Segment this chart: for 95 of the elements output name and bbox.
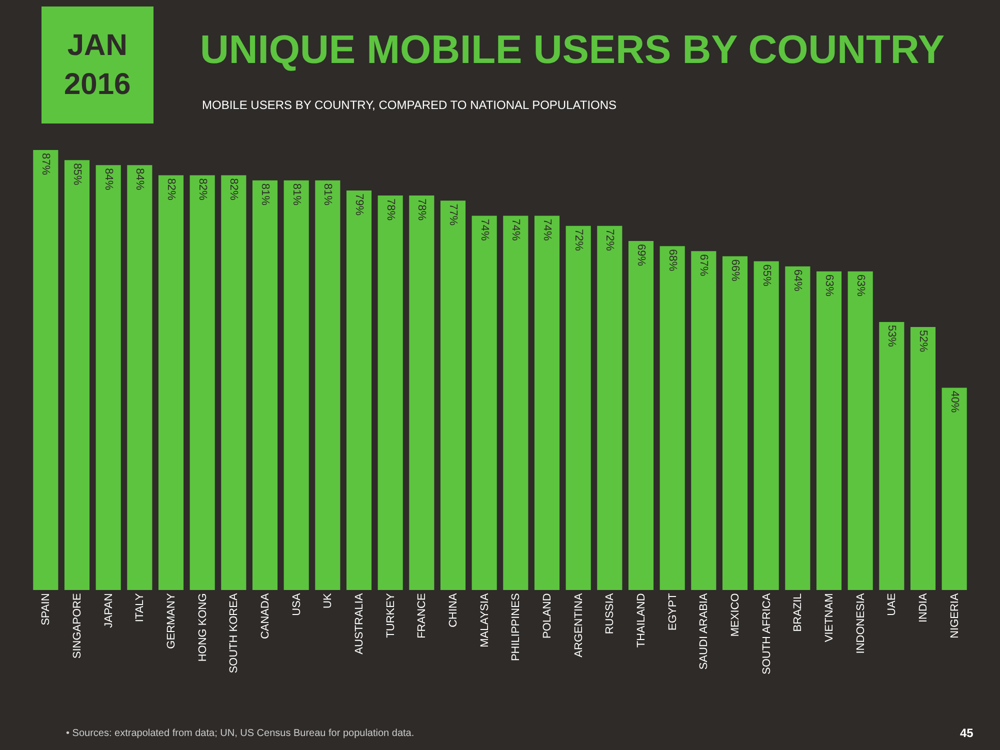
bar xyxy=(221,175,246,590)
bar xyxy=(597,226,622,590)
x-tick-label: GERMANY xyxy=(166,592,178,649)
data-label: 74% xyxy=(541,218,553,241)
bar xyxy=(503,216,528,590)
x-tick-label: BRAZIL xyxy=(792,593,804,632)
x-tick-label: CHINA xyxy=(448,592,460,628)
data-label: 72% xyxy=(572,228,584,252)
chart-subtitle: MOBILE USERS BY COUNTRY, COMPARED TO NATIONAL POPULATIONS xyxy=(202,98,617,112)
bar xyxy=(127,165,152,590)
x-tick-label: MEXICO xyxy=(730,592,742,637)
x-tick-label: SAUDI ARABIA xyxy=(698,592,710,670)
text: 45 xyxy=(960,726,974,740)
x-tick-label: JAPAN xyxy=(102,593,115,628)
bar xyxy=(440,200,466,590)
data-label: 65% xyxy=(760,264,772,286)
x-tick-label: SOUTH KOREA xyxy=(228,592,240,674)
bar xyxy=(628,241,654,590)
x-tick-label: AUSTRALIA xyxy=(354,592,366,654)
x-tick-label: HONG KONG xyxy=(196,593,209,662)
bar xyxy=(346,190,372,590)
bar xyxy=(190,175,215,590)
data-label: 81% xyxy=(290,183,302,206)
bar xyxy=(409,196,434,590)
data-label: 67% xyxy=(698,254,710,276)
x-tick-label: USA xyxy=(290,592,303,616)
x-tick-label: NIGERIA xyxy=(948,592,961,638)
text: JAN 2016 xyxy=(64,29,131,101)
data-label: 82% xyxy=(228,178,240,201)
bar xyxy=(691,251,716,590)
bar xyxy=(252,180,278,590)
bar xyxy=(566,226,591,590)
x-tick-label: POLAND xyxy=(542,593,554,638)
x-tick-label: EGYPT xyxy=(666,592,679,630)
x-tick-label: RUSSIA xyxy=(604,592,616,634)
data-label: 77% xyxy=(447,204,459,226)
data-label: 84% xyxy=(134,168,146,190)
data-label: 68% xyxy=(666,249,678,272)
data-label: 82% xyxy=(165,178,177,201)
bar xyxy=(785,266,810,590)
bar xyxy=(33,150,58,590)
bar xyxy=(848,271,873,590)
x-tick-label: CANADA xyxy=(260,592,272,640)
data-label: 78% xyxy=(384,198,396,221)
data-label: 81% xyxy=(322,183,334,206)
bar xyxy=(722,256,748,590)
bar xyxy=(942,388,967,590)
data-label: 63% xyxy=(823,274,835,297)
data-label: 74% xyxy=(478,218,490,241)
x-tick-label: VIETNAM xyxy=(824,593,836,642)
x-tick-label: ARGENTINA xyxy=(572,592,585,658)
data-label: 63% xyxy=(854,274,866,297)
data-label: 69% xyxy=(635,244,647,266)
x-tick-label: INDIA xyxy=(918,592,930,623)
bar xyxy=(816,271,842,590)
bar xyxy=(660,246,685,590)
bar xyxy=(910,327,936,590)
x-tick-label: FRANCE xyxy=(416,593,428,638)
data-label: 82% xyxy=(196,178,208,201)
bar xyxy=(64,160,90,590)
data-label: 87% xyxy=(40,153,52,176)
data-label: 84% xyxy=(102,168,114,190)
data-label: 81% xyxy=(259,183,271,206)
x-tick-label: SOUTH AFRICA xyxy=(760,592,773,674)
data-label: 64% xyxy=(792,269,804,292)
text: • Sources: extrapolated from data; UN, US Census Bureau for population data. xyxy=(66,728,414,739)
bar xyxy=(315,180,340,590)
x-tick-label: UK xyxy=(322,592,334,608)
bar xyxy=(96,165,121,590)
x-tick-label: THAILAND xyxy=(636,593,648,648)
data-label: 79% xyxy=(353,193,365,216)
data-label: 40% xyxy=(948,390,960,413)
x-tick-label: TURKEY xyxy=(384,592,397,638)
data-label: 74% xyxy=(510,218,522,241)
data-label: 85% xyxy=(71,163,83,186)
data-label: 52% xyxy=(917,330,929,352)
bar xyxy=(879,322,904,590)
bar xyxy=(534,216,560,590)
data-label: 66% xyxy=(729,259,741,282)
bar xyxy=(472,216,497,590)
x-tick-label: SINGAPORE xyxy=(72,593,84,659)
data-label: 72% xyxy=(604,228,616,252)
x-tick-label: MALAYSIA xyxy=(478,592,491,648)
x-tick-label: PHILIPPINES xyxy=(510,593,522,662)
chart-title: UNIQUE MOBILE USERS BY COUNTRY xyxy=(200,28,945,72)
x-tick-label: ITALY xyxy=(134,592,146,622)
data-label: 53% xyxy=(886,324,898,348)
x-tick-label: UAE xyxy=(886,593,898,616)
x-tick-label: SPAIN xyxy=(40,593,52,626)
bar xyxy=(284,180,309,590)
bar xyxy=(754,261,779,590)
x-tick-label: INDONESIA xyxy=(854,592,867,654)
data-label: 78% xyxy=(416,198,428,221)
bar xyxy=(158,175,184,590)
bar xyxy=(378,196,403,590)
